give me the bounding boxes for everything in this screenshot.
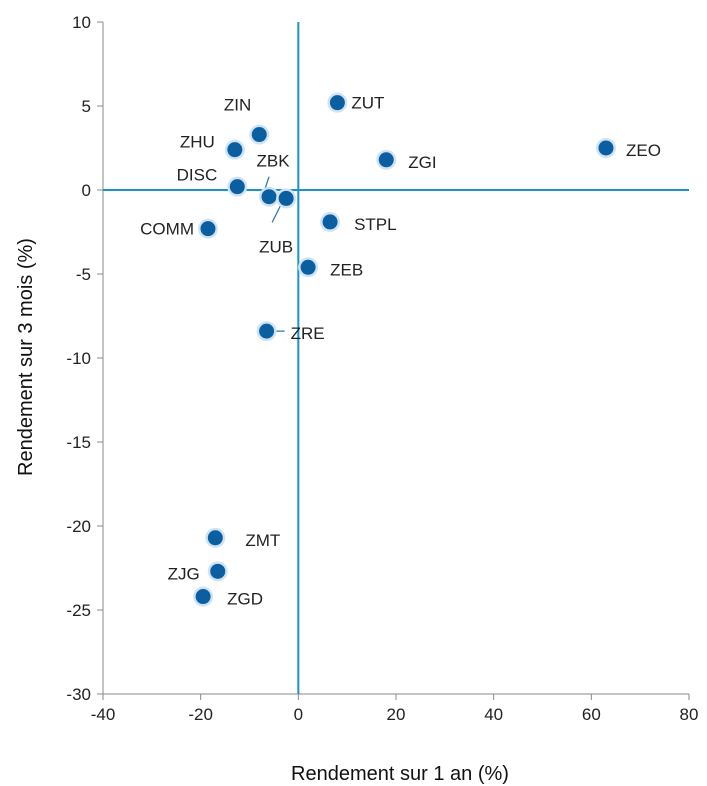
y-axis-title: Rendement sur 3 mois (%) [15, 238, 37, 476]
data-point [200, 221, 216, 237]
x-tick-label: 20 [387, 705, 406, 724]
data-points [193, 92, 616, 607]
data-point [278, 190, 294, 206]
y-tick-label: 0 [82, 181, 91, 200]
point-label: ZIN [224, 96, 251, 115]
point-label: ZRE [291, 324, 325, 343]
axes: 10 5 0 -5 -10 -15 -20 -25 -30-40 -20 0 20 40 60 80 [66, 13, 698, 724]
zero-lines [103, 22, 689, 694]
x-tick-label: 80 [680, 705, 699, 724]
point-label: ZJG [168, 564, 200, 583]
point-label: STPL [354, 215, 397, 234]
y-tick-label: -15 [66, 433, 91, 452]
data-point [378, 152, 394, 168]
y-tick-label: 10 [72, 13, 91, 32]
point-label: ZEB [330, 260, 363, 279]
point-label: ZMT [245, 531, 280, 550]
y-tick-label: 5 [82, 97, 91, 116]
data-point [322, 214, 338, 230]
data-point [207, 530, 223, 546]
point-label: COMM [140, 220, 194, 239]
point-label: ZGI [408, 153, 436, 172]
x-tick-label: -40 [91, 705, 116, 724]
data-point [598, 140, 614, 156]
x-axis-title: Rendement sur 1 an (%) [291, 763, 509, 785]
x-tick-label: 0 [294, 705, 303, 724]
point-label: ZGD [227, 590, 263, 609]
point-label: ZBK [257, 152, 291, 171]
data-point [329, 95, 345, 111]
x-tick-label: -20 [188, 705, 213, 724]
data-point [300, 259, 316, 275]
data-point [227, 142, 243, 158]
data-point [251, 127, 267, 143]
data-point [210, 563, 226, 579]
data-point [259, 323, 275, 339]
y-tick-label: -30 [66, 685, 91, 704]
point-label: ZUB [259, 237, 293, 256]
y-tick-label: -10 [66, 349, 91, 368]
point-labels: ZIN ZHU ZUT ZGI ZEO DISC ZBK ZUB COMM STPL ZEB ZRE Z… [140, 94, 661, 609]
data-point [195, 589, 211, 605]
point-label: ZUT [351, 94, 384, 113]
point-label: ZHU [180, 133, 215, 152]
x-tick-label: 60 [582, 705, 601, 724]
data-point [229, 179, 245, 195]
point-label: DISC [177, 166, 218, 185]
x-tick-label: 40 [484, 705, 503, 724]
y-tick-label: -25 [66, 601, 91, 620]
y-tick-label: -20 [66, 517, 91, 536]
data-point [261, 189, 277, 205]
point-label: ZEO [626, 141, 661, 160]
y-tick-label: -5 [76, 265, 91, 284]
